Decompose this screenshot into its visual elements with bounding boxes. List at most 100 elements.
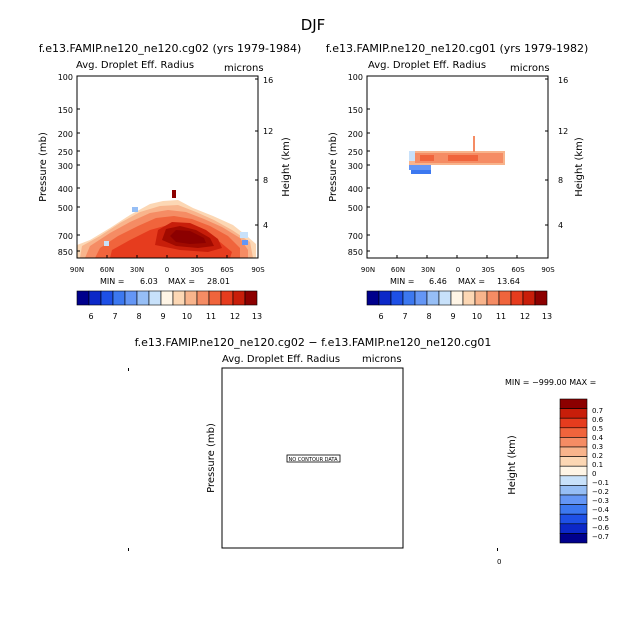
colorbar-swatch (390, 290, 404, 306)
panel-2-x-tick: 30S (481, 266, 495, 274)
panel-1-colorbar-labels: 6 7 8 9 10 11 12 13 (88, 312, 262, 321)
colorbar-swatch (136, 290, 150, 306)
colorbar-swatch (438, 290, 452, 306)
panel-3-title: f.e13.FAMIP.ne120_ne120.cg02 − f.e13.FAM… (135, 336, 492, 349)
colorbar-swatch (160, 290, 174, 306)
panel-1-title: f.e13.FAMIP.ne120_ne120.cg02 (yrs 1979-1… (39, 42, 302, 55)
panel-3-mark (128, 548, 129, 551)
colorbar-swatch (462, 290, 476, 306)
panel-1: f.e13.FAMIP.ne120_ne120.cg02 (yrs 1979-1… (38, 42, 301, 321)
colorbar-swatch (559, 456, 588, 467)
colorbar-swatch (559, 446, 588, 457)
panel-3-minmax: MIN = −999.00 MAX = (505, 378, 596, 387)
colorbar-swatch (474, 290, 488, 306)
panel-3-bottom-tick: 0 (497, 558, 501, 566)
panel-3-colorbar-label: 0 (592, 470, 596, 478)
colorbar-swatch (76, 290, 90, 306)
panel-1-x-tick: 90N (70, 266, 84, 274)
panel-1-y-tick: 500 (58, 204, 73, 213)
panel-1-height-tick: 16 (263, 76, 273, 85)
panel-1-x-axis: 90N 60N 30N 0 30S 60S 90S (70, 255, 265, 274)
panel-2-colorbar-label: 9 (450, 312, 455, 321)
panel-3-colorbar-label: −0.7 (592, 533, 609, 541)
panel-1-height-tick: 12 (263, 127, 273, 136)
colorbar-swatch (522, 290, 536, 306)
panel-3-colorbar-label: −0.6 (592, 524, 610, 532)
panel-3-height-label: Height (km) (507, 435, 518, 495)
page-title: DJF (301, 16, 326, 34)
panel-3-colorbar-label: −0.4 (592, 506, 610, 514)
panel-1-max-value: 28.01 (207, 277, 230, 286)
panel-3-colorbar-label: −0.1 (592, 479, 609, 487)
colorbar-swatch (196, 290, 210, 306)
colorbar-swatch (486, 290, 500, 306)
colorbar-swatch (402, 290, 416, 306)
panel-2: f.e13.FAMIP.ne120_ne120.cg01 (yrs 1979-1… (326, 42, 589, 321)
panel-2-field (409, 136, 505, 174)
panel-1-y-label: Pressure (mb) (38, 132, 49, 202)
panel-3-colorbar-label: −0.2 (592, 488, 609, 496)
colorbar-swatch (559, 533, 588, 544)
panel-1-colorbar-label: 10 (182, 312, 192, 321)
panel-2-colorbar-label: 12 (520, 312, 530, 321)
colorbar-swatch (559, 494, 588, 505)
panel-2-x-tick: 60N (391, 266, 405, 274)
panel-1-colorbar-label: 13 (252, 312, 262, 321)
panel-2-height-label: Height (km) (574, 137, 585, 197)
panel-2-y-tick: 100 (348, 73, 363, 82)
panel-2-x-tick: 60S (511, 266, 525, 274)
panel-2-frame (366, 75, 549, 259)
panel-2-y-tick: 150 (348, 106, 363, 115)
panel-2-colorbar-labels: 6 7 8 9 10 11 12 13 (378, 312, 552, 321)
panel-2-colorbar-label: 10 (472, 312, 482, 321)
panel-1-max-label: MAX = (168, 277, 195, 286)
colorbar-swatch (559, 523, 588, 534)
colorbar-swatch (559, 485, 588, 496)
panel-1-field (77, 190, 256, 258)
colorbar-swatch (208, 290, 222, 306)
panel-3-colorbar-labels: 0.7 0.6 0.5 0.4 0.3 0.2 0.1 0 −0.1 −0.2 … (592, 407, 610, 541)
panel-1-colorbar-label: 7 (112, 312, 117, 321)
colorbar-swatch (559, 417, 588, 429)
colorbar-swatch (112, 290, 126, 306)
panel-2-units: microns (510, 63, 550, 74)
colorbar-swatch (414, 290, 428, 306)
panel-1-colorbar-label: 11 (206, 312, 216, 321)
colorbar-swatch (450, 290, 464, 306)
panel-2-y-tick: 300 (348, 162, 363, 171)
colorbar-swatch (244, 290, 258, 306)
panel-3-colorbar-label: 0.2 (592, 452, 603, 460)
panel-1-y-tick: 700 (58, 232, 73, 241)
panel-3-colorbar (559, 398, 588, 544)
panel-2-y-tick: 250 (348, 148, 363, 157)
panel-3-subtitle: Avg. Droplet Eff. Radius (222, 354, 340, 365)
panel-1-x-tick: 90S (251, 266, 265, 274)
panel-2-y-tick: 500 (348, 204, 363, 213)
panel-1-y-tick: 150 (58, 106, 73, 115)
panel-2-colorbar-label: 7 (402, 312, 407, 321)
colorbar-swatch (88, 290, 102, 306)
panel-1-minmax: MIN = 6.03 MAX = 28.01 (100, 277, 230, 286)
panel-1-x-tick: 60S (220, 266, 234, 274)
panel-1-y-axis: 100 150 200 250 300 400 500 700 850 (58, 73, 80, 257)
panel-1-y-tick: 400 (58, 185, 73, 194)
panel-3-mark (128, 368, 129, 371)
panel-1-subtitle: Avg. Droplet Eff. Radius (76, 60, 194, 71)
panel-1-y-tick: 300 (58, 162, 73, 171)
panel-1-units: microns (224, 63, 264, 74)
panel-2-colorbar-label: 13 (542, 312, 552, 321)
colorbar-swatch (510, 290, 524, 306)
panel-1-x-tick: 60N (100, 266, 114, 274)
panel-2-minmax: MIN = 6.46 MAX = 13.64 (390, 277, 520, 286)
panel-2-y-tick: 700 (348, 232, 363, 241)
panel-1-colorbar-label: 6 (88, 312, 93, 321)
panel-2-height-tick: 8 (558, 176, 563, 185)
colorbar-swatch (498, 290, 512, 306)
panel-3-colorbar-label: 0.5 (592, 425, 603, 433)
no-contour-text: NO CONTOUR DATA (288, 457, 338, 463)
colorbar-swatch (172, 290, 186, 306)
panel-2-colorbar-label: 6 (378, 312, 383, 321)
panel-1-height-tick: 4 (263, 221, 268, 230)
colorbar-swatch (559, 398, 588, 409)
